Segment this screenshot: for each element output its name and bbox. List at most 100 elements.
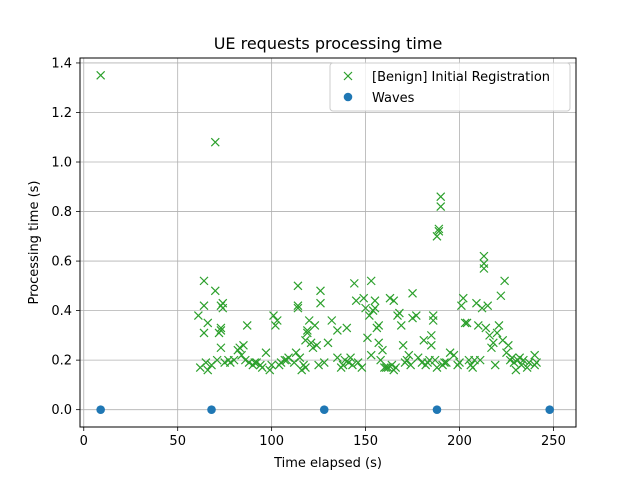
data-point-benign-initial-registration (291, 348, 301, 358)
data-point-benign-initial-registration (327, 316, 337, 325)
data-point-benign-initial-registration (216, 323, 226, 333)
y-tick-label: 0.8 (51, 205, 72, 220)
data-point-benign-initial-registration (229, 355, 239, 365)
data-point-benign-initial-registration (203, 318, 213, 328)
y-tick-label: 1.4 (51, 56, 72, 71)
data-point-benign-initial-registration (494, 321, 504, 330)
data-point-benign-initial-registration (340, 355, 350, 365)
data-point-benign-initial-registration (270, 321, 280, 330)
data-point-benign-initial-registration (332, 325, 342, 335)
data-point-benign-initial-registration (379, 363, 389, 372)
data-point-benign-initial-registration (378, 345, 387, 355)
data-point-benign-initial-registration (458, 293, 468, 303)
data-point-benign-initial-registration (267, 360, 277, 370)
data-point-benign-initial-registration (342, 323, 352, 333)
data-point-benign-initial-registration (479, 251, 489, 261)
data-point-benign-initial-registration (432, 231, 442, 241)
data-point-benign-initial-registration (276, 358, 286, 368)
data-point-benign-initial-registration (496, 291, 506, 301)
x-tick-label: 0 (80, 434, 88, 449)
data-point-benign-initial-registration (441, 358, 451, 368)
data-point-benign-initial-registration (199, 276, 209, 286)
data-point-benign-initial-registration (460, 318, 470, 328)
data-point-benign-initial-registration (413, 353, 423, 363)
data-point-benign-initial-registration (432, 363, 442, 372)
data-point-benign-initial-registration (503, 340, 513, 350)
data-point-benign-initial-registration (398, 340, 408, 350)
data-point-benign-initial-registration (301, 363, 310, 372)
data-point-benign-initial-registration (216, 343, 226, 353)
data-point-benign-initial-registration (366, 350, 376, 360)
data-point-benign-initial-registration (293, 281, 303, 291)
data-point-benign-initial-registration (402, 355, 412, 365)
data-point-benign-initial-registration (532, 358, 541, 368)
x-tick-label: 50 (169, 434, 186, 449)
y-tick-label: 0.4 (51, 304, 72, 319)
data-point-benign-initial-registration (426, 330, 436, 340)
data-point-benign-initial-registration (385, 293, 395, 303)
data-point-benign-initial-registration (344, 358, 354, 368)
data-point-benign-initial-registration (312, 340, 322, 350)
data-point-benign-initial-registration (468, 363, 478, 372)
data-point-benign-initial-registration (319, 358, 329, 368)
y-tick-label: 1.2 (51, 106, 72, 121)
data-point-benign-initial-registration (391, 363, 401, 372)
data-point-benign-initial-registration (216, 325, 226, 335)
x-tick-label: 200 (447, 434, 472, 449)
data-point-benign-initial-registration (436, 202, 446, 212)
data-point-benign-initial-registration (517, 360, 526, 370)
data-point-benign-initial-registration (462, 318, 472, 328)
data-point-benign-initial-registration (430, 355, 440, 365)
data-point-benign-initial-registration (530, 350, 540, 360)
data-point-benign-initial-registration (257, 363, 267, 372)
data-point-benign-initial-registration (483, 301, 493, 311)
data-point-benign-initial-registration (381, 363, 391, 372)
data-point-benign-initial-registration (265, 365, 275, 375)
y-axis-title: Processing time (s) (27, 181, 42, 305)
data-point-benign-initial-registration (383, 363, 393, 372)
y-tick-label: 0.2 (51, 354, 72, 369)
legend-box (329, 62, 571, 112)
data-point-benign-initial-registration (357, 363, 367, 372)
data-point-benign-initial-registration (316, 286, 325, 296)
legend-label-waves: Waves (372, 91, 415, 106)
data-point-benign-initial-registration (363, 333, 372, 343)
data-point-benign-initial-registration (346, 353, 355, 363)
data-point-wave (545, 405, 554, 414)
data-point-benign-initial-registration (487, 343, 496, 353)
data-point-benign-initial-registration (193, 311, 203, 320)
plot-frame (79, 57, 577, 428)
data-point-benign-initial-registration (302, 325, 312, 335)
y-tick-label: 0.6 (51, 255, 72, 270)
data-point-benign-initial-registration (408, 288, 417, 298)
data-point-wave (319, 405, 329, 414)
legend-label-benign-initial-registration: [Benign] Initial Registration (372, 70, 550, 85)
data-point-benign-initial-registration (218, 303, 228, 313)
data-point-benign-initial-registration (96, 70, 106, 80)
data-point-benign-initial-registration (507, 353, 517, 363)
data-point-benign-initial-registration (280, 355, 290, 365)
data-point-benign-initial-registration (310, 321, 320, 330)
data-point-benign-initial-registration (225, 358, 235, 368)
data-point-benign-initial-registration (201, 358, 211, 368)
data-point-benign-initial-registration (240, 355, 250, 365)
data-point-benign-initial-registration (475, 355, 485, 365)
data-point-benign-initial-registration (349, 278, 359, 288)
grid (80, 58, 576, 427)
legend-marker-x (343, 71, 353, 81)
data-point-benign-initial-registration (434, 224, 444, 234)
data-point-benign-initial-registration (301, 335, 310, 345)
data-point-benign-initial-registration (199, 301, 209, 311)
data-point-benign-initial-registration (376, 355, 386, 365)
data-points (96, 70, 554, 414)
data-point-benign-initial-registration (338, 360, 348, 370)
data-point-benign-initial-registration (518, 355, 528, 365)
chart-title: UE requests processing time (214, 34, 443, 53)
data-point-benign-initial-registration (351, 296, 361, 306)
data-point-benign-initial-registration (323, 338, 333, 348)
data-point-benign-initial-registration (361, 303, 371, 313)
data-point-benign-initial-registration (473, 321, 483, 330)
data-point-benign-initial-registration (314, 360, 324, 370)
data-point-benign-initial-registration (235, 343, 245, 353)
